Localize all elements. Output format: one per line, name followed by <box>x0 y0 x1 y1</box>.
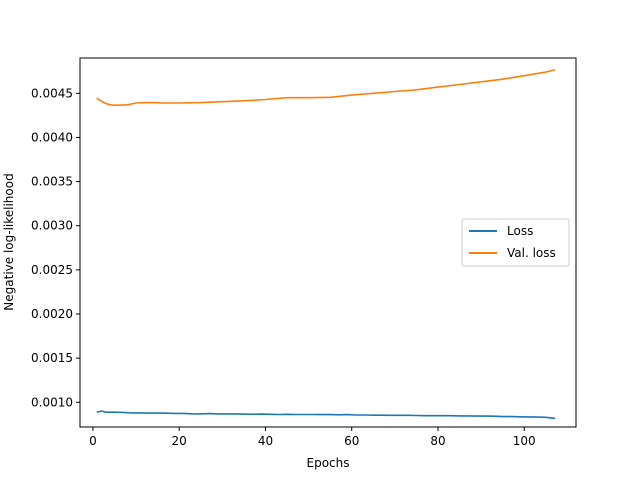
y-tick-label: 0.0020 <box>31 307 73 321</box>
y-tick-label: 0.0040 <box>31 130 73 144</box>
y-tick-label: 0.0015 <box>31 351 73 365</box>
x-tick-label: 0 <box>89 434 97 448</box>
legend: Loss Val. loss <box>461 218 570 267</box>
legend-label-loss: Loss <box>507 224 533 238</box>
y-axis-ticks: 0.0010 0.0015 0.0020 0.0025 0.0030 0.0035 0.00… <box>31 86 80 409</box>
y-tick-label: 0.0030 <box>31 219 73 233</box>
series-group <box>96 69 556 420</box>
x-tick-label: 40 <box>258 434 273 448</box>
x-tick-label: 100 <box>513 434 536 448</box>
x-axis-ticks: 0 20 40 60 80 100 <box>89 427 536 448</box>
x-tick-label: 60 <box>344 434 359 448</box>
y-tick-label: 0.0025 <box>31 263 73 277</box>
y-axis-label: Negative log-likelihood <box>2 173 16 310</box>
y-tick-label: 0.0035 <box>31 175 73 189</box>
y-tick-label: 0.0010 <box>31 395 73 409</box>
y-tick-label: 0.0045 <box>31 86 73 100</box>
x-axis-label: Epochs <box>307 456 350 470</box>
legend-label-val-loss: Val. loss <box>507 246 556 260</box>
series-line-val-loss <box>96 69 556 106</box>
x-tick-label: 80 <box>430 434 445 448</box>
series-line-loss <box>96 410 556 420</box>
plot-frame <box>79 57 577 428</box>
x-tick-label: 20 <box>172 434 187 448</box>
